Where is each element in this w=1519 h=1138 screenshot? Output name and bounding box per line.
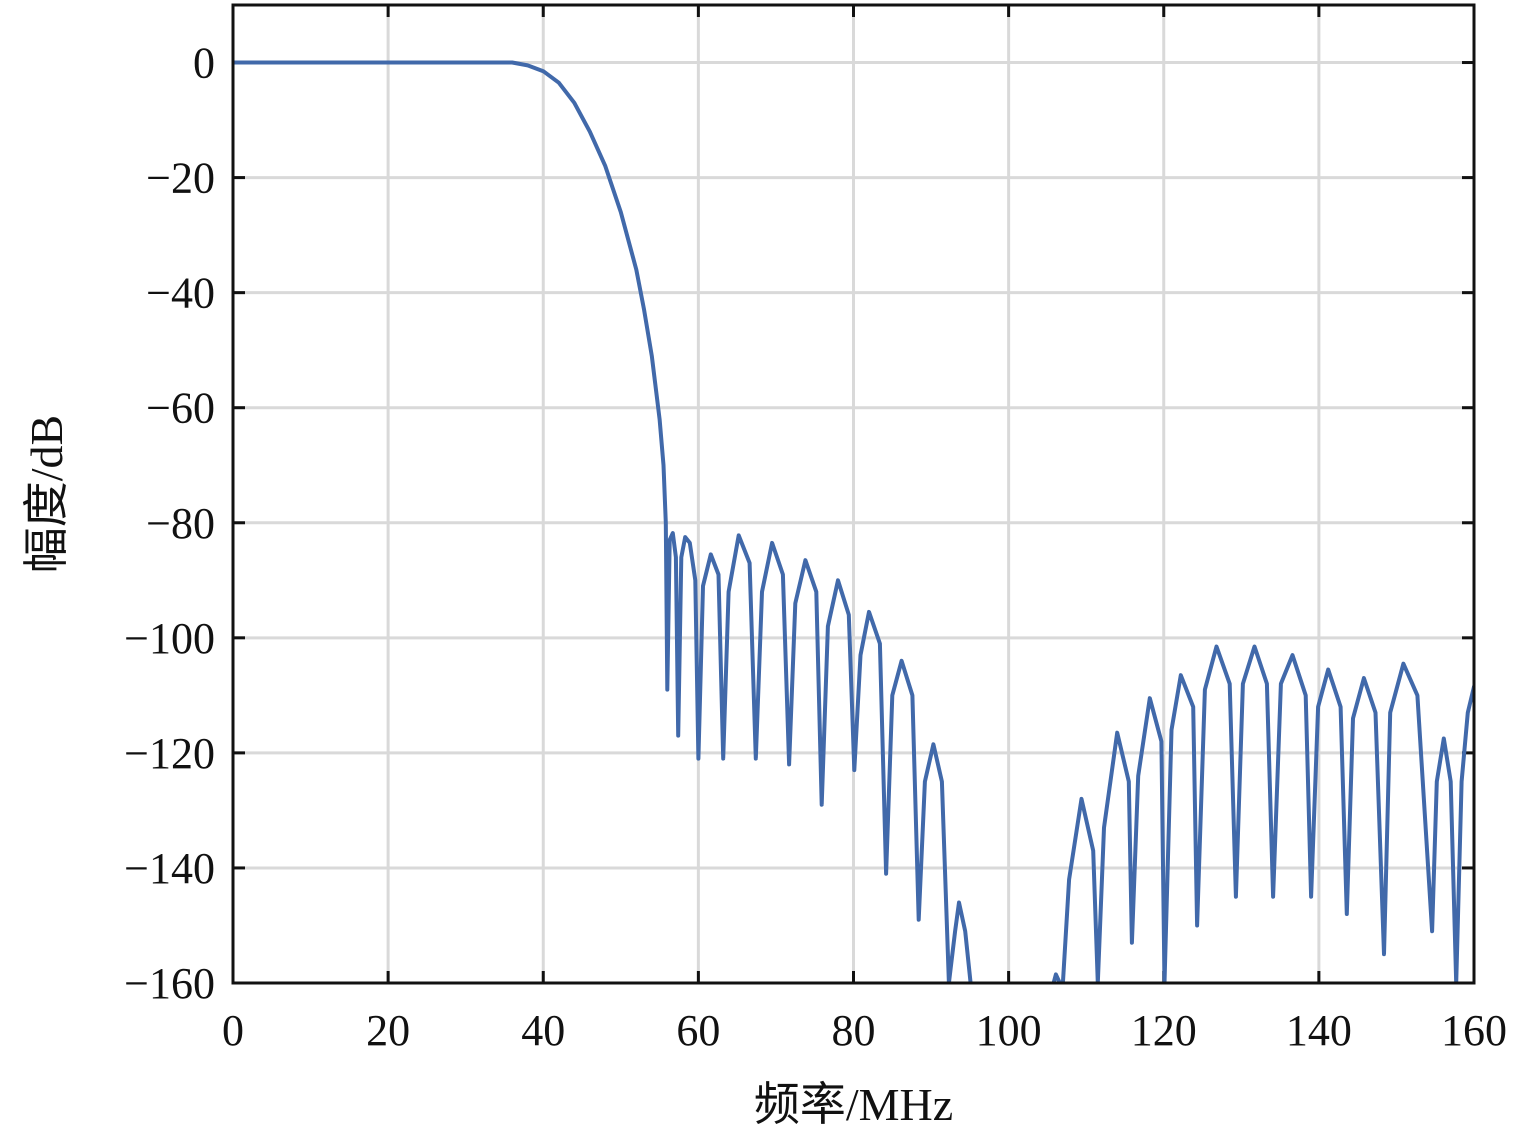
- x-axis-label: 频率/MHz: [754, 1079, 953, 1130]
- x-tick-label: 140: [1286, 1006, 1352, 1055]
- x-tick-label: 100: [976, 1006, 1042, 1055]
- y-tick-label: 0: [193, 39, 215, 88]
- y-tick-label: −120: [124, 729, 215, 778]
- x-tick-label: 60: [676, 1006, 720, 1055]
- x-tick-label: 160: [1441, 1006, 1507, 1055]
- x-tick-label: 80: [832, 1006, 876, 1055]
- x-tick-label: 0: [222, 1006, 244, 1055]
- x-tick-label: 20: [366, 1006, 410, 1055]
- x-tick-labels: 0 20 40 60 80 100 120 140 160: [222, 1006, 1507, 1055]
- y-tick-label: −80: [146, 499, 215, 548]
- y-tick-label: −160: [124, 959, 215, 1008]
- plot-frame: [231, 3, 1476, 985]
- y-axis-label: 幅度/dB: [21, 415, 72, 573]
- x-tick-label: 40: [521, 1006, 565, 1055]
- y-tick-label: −140: [124, 844, 215, 893]
- y-tick-labels: 0 −20 −40 −60 −80 −100 −120 −140 −160: [124, 39, 215, 1008]
- y-tick-label: −100: [124, 614, 215, 663]
- y-tick-label: −20: [146, 154, 215, 203]
- x-tick-label: 120: [1131, 1006, 1197, 1055]
- plot-area: [233, 60, 1474, 983]
- series-line: [233, 60, 1474, 983]
- y-tick-label: −40: [146, 269, 215, 318]
- y-tick-label: −60: [146, 384, 215, 433]
